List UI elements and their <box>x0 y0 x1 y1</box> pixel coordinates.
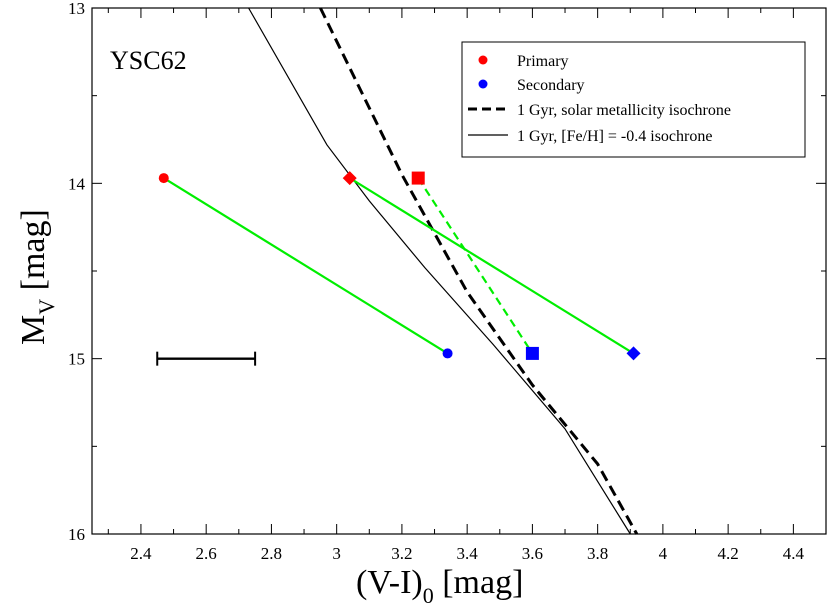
secondary-diamond-marker <box>626 346 641 361</box>
y-tick-label: 15 <box>68 350 85 369</box>
primary-diamond-marker <box>342 171 357 186</box>
connector-circle <box>163 177 449 355</box>
x-ticks: 2.4 2.6 2.8 3 3.2 3.4 3.6 3.8 4 4.2 4.4 <box>107 8 827 563</box>
y-tick-label: 13 <box>68 0 85 18</box>
secondary-circle-marker <box>442 348 453 359</box>
legend-solar-isochrone-label: 1 Gyr, solar metallicity isochrone <box>517 102 731 119</box>
x-tick-label: 4.4 <box>783 544 805 563</box>
connector-square <box>417 177 534 355</box>
secondary-square-marker <box>525 346 539 360</box>
isochrone-lines <box>248 7 639 535</box>
pair-connectors <box>163 177 635 355</box>
legend-box <box>461 41 806 158</box>
x-tick-label: 3.4 <box>457 544 479 563</box>
x-tick-label: 3.2 <box>391 544 412 563</box>
primary-circle-marker <box>158 173 169 184</box>
y-ticks: 13 14 15 16 <box>68 0 826 544</box>
legend-secondary-label: Secondary <box>517 77 585 94</box>
legend-primary-marker <box>478 55 488 65</box>
x-tick-label: 4 <box>659 544 668 563</box>
x-tick-label: 3.8 <box>587 544 608 563</box>
legend-metal-poor-isochrone-label: 1 Gyr, [Fe/H] = -0.4 isochrone <box>517 128 712 145</box>
x-tick-label: 2.4 <box>130 544 152 563</box>
y-axis-title: MV [mag] <box>15 209 59 345</box>
y-tick-label: 16 <box>68 525 85 544</box>
primary-square-marker <box>411 171 425 185</box>
legend: Primary Secondary 1 Gyr, solar metallici… <box>461 41 806 158</box>
isochrone-dashed <box>319 7 639 535</box>
x-axis-title: (V-I)0 [mag] <box>356 564 523 607</box>
isochrone-solid <box>248 7 631 535</box>
x-tick-label: 3.6 <box>522 544 543 563</box>
connector-diamond <box>349 177 635 355</box>
legend-primary-label: Primary <box>517 53 569 70</box>
x-tick-label: 2.6 <box>196 544 217 563</box>
error-bar <box>156 351 257 366</box>
x-tick-label: 2.8 <box>261 544 282 563</box>
legend-secondary-marker <box>478 79 488 89</box>
x-tick-label: 3 <box>332 544 341 563</box>
x-tick-label: 4.2 <box>718 544 739 563</box>
star-markers <box>158 171 641 361</box>
y-tick-label: 14 <box>68 174 86 193</box>
cluster-label: YSC62 <box>110 46 187 75</box>
